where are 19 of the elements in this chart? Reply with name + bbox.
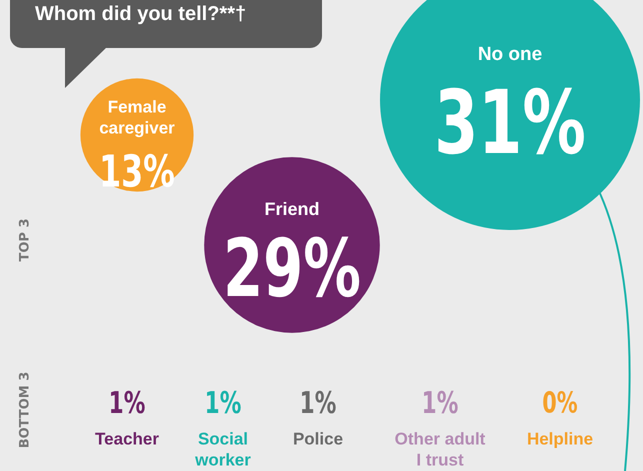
category-label: Other adult I trust	[394, 430, 486, 470]
text: Whom did you tell?**†	[35, 3, 246, 26]
category-label: Police	[292, 430, 344, 449]
category-label: Social worker	[194, 430, 252, 470]
data-label: 29%	[223, 222, 361, 316]
data-label: 0%	[542, 386, 578, 420]
data-label: 1%	[204, 386, 242, 421]
category-label: Friend	[264, 198, 320, 219]
category-label: Helpline	[526, 430, 594, 449]
category-label: Teacher	[95, 430, 160, 449]
category-label: Female caregiver	[99, 98, 176, 138]
category-label: No one	[478, 44, 542, 66]
data-label: 1%	[300, 386, 336, 421]
text: TOP 3	[17, 218, 32, 262]
data-label: 1%	[422, 386, 458, 421]
data-label: 13%	[99, 146, 175, 198]
data-label: 1%	[108, 386, 146, 421]
data-label: 31%	[434, 72, 586, 175]
text: BOTTOM 3	[17, 372, 32, 448]
